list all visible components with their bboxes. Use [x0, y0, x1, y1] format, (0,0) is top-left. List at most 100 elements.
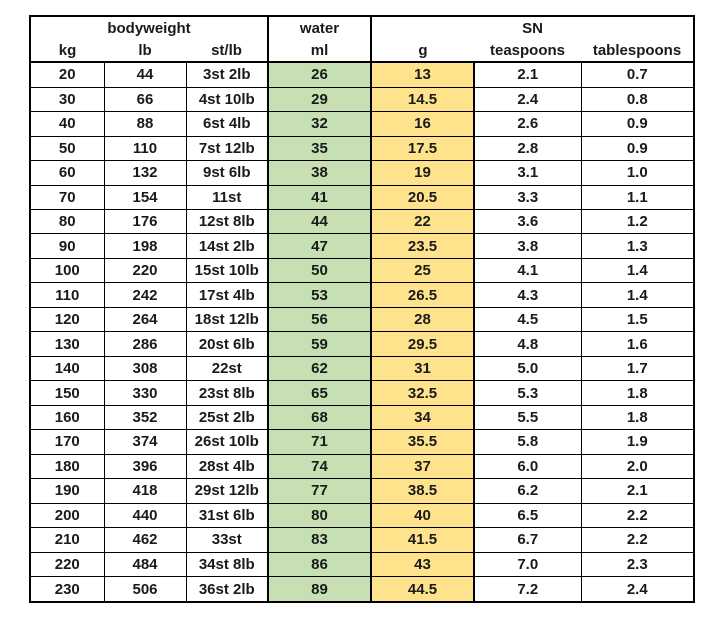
cell-ml: 65: [267, 380, 373, 406]
cell-g: 28: [370, 306, 476, 333]
cell-tablespoons: 0.9: [580, 111, 695, 137]
cell-teaspoons: 3.6: [473, 208, 582, 235]
cell-lb: 286: [103, 331, 187, 357]
group-header-water: water: [267, 16, 373, 39]
cell-lb: 220: [103, 257, 187, 284]
cell-ml: 77: [267, 478, 373, 504]
table-row: 230 506 36st 2lb 89 44.5 7.2 2.4: [29, 576, 695, 603]
cell-teaspoons: 6.5: [473, 502, 582, 529]
cell-ml: 80: [267, 502, 373, 529]
table-row: 110 242 17st 4lb 53 26.5 4.3 1.4: [29, 282, 695, 308]
group-header-row: bodyweight water SN: [30, 16, 694, 39]
cell-kg: 160: [29, 404, 105, 431]
cell-lb: 440: [103, 502, 187, 529]
cell-teaspoons: 6.7: [473, 527, 582, 553]
cell-teaspoons: 2.1: [473, 61, 582, 88]
cell-tablespoons: 2.0: [580, 453, 695, 480]
cell-tablespoons: 0.9: [580, 135, 695, 162]
cell-kg: 210: [29, 527, 105, 553]
cell-lb: 308: [103, 355, 187, 382]
cell-g: 31: [370, 355, 476, 382]
cell-lb: 198: [103, 233, 187, 259]
cell-lb: 396: [103, 453, 187, 480]
cell-g: 20.5: [370, 184, 476, 211]
cell-kg: 140: [29, 355, 105, 382]
group-header-sn: SN: [522, 19, 543, 37]
cell-kg: 170: [29, 429, 105, 455]
unit-header-row: kg lb st/lb ml g teaspoons tablespoons: [30, 39, 695, 63]
cell-g: 23.5: [370, 233, 476, 259]
cell-teaspoons: 6.0: [473, 453, 582, 480]
cell-g: 29.5: [370, 331, 476, 357]
cell-lb: 462: [103, 527, 187, 553]
table-row: 70 154 11st 41 20.5 3.3 1.1: [29, 184, 695, 211]
bodyweight-water-sn-table: bodyweight water SN kg lb st/lb ml g tea…: [29, 15, 696, 603]
table-row: 210 462 33st 83 41.5 6.7 2.2: [29, 527, 695, 553]
cell-lb: 264: [103, 306, 187, 333]
cell-ml: 50: [267, 257, 373, 284]
cell-teaspoons: 3.8: [473, 233, 582, 259]
cell-ml: 68: [267, 404, 373, 431]
table-row: 30 66 4st 10lb 29 14.5 2.4 0.8: [29, 86, 695, 113]
cell-st-lb: 25st 2lb: [185, 404, 269, 431]
table-row: 80 176 12st 8lb 44 22 3.6 1.2: [29, 208, 695, 235]
column-header-teaspoons: teaspoons: [474, 39, 582, 63]
cell-ml: 41: [267, 184, 373, 211]
cell-lb: 66: [103, 86, 187, 113]
cell-lb: 110: [103, 135, 187, 162]
cell-lb: 154: [103, 184, 187, 211]
cell-st-lb: 15st 10lb: [185, 257, 269, 284]
cell-ml: 44: [267, 208, 373, 235]
cell-kg: 80: [29, 208, 105, 235]
cell-teaspoons: 2.8: [473, 135, 582, 162]
table-row: 50 110 7st 12lb 35 17.5 2.8 0.9: [29, 135, 695, 162]
cell-tablespoons: 1.5: [580, 306, 695, 333]
cell-st-lb: 23st 8lb: [185, 380, 269, 406]
cell-tablespoons: 1.2: [580, 208, 695, 235]
cell-g: 35.5: [370, 429, 476, 455]
cell-tablespoons: 2.3: [580, 551, 695, 578]
cell-teaspoons: 3.3: [473, 184, 582, 211]
table-header: bodyweight water SN kg lb st/lb ml g tea…: [30, 16, 695, 63]
cell-kg: 40: [29, 111, 105, 137]
cell-ml: 29: [267, 86, 373, 113]
cell-teaspoons: 4.5: [473, 306, 582, 333]
column-header-st-lb: st/lb: [186, 39, 269, 63]
cell-ml: 56: [267, 306, 373, 333]
table-row: 150 330 23st 8lb 65 32.5 5.3 1.8: [29, 380, 695, 406]
cell-ml: 86: [267, 551, 373, 578]
cell-teaspoons: 2.4: [473, 86, 582, 113]
cell-tablespoons: 1.1: [580, 184, 695, 211]
cell-teaspoons: 5.5: [473, 404, 582, 431]
cell-teaspoons: 4.1: [473, 257, 582, 284]
cell-st-lb: 31st 6lb: [185, 502, 269, 529]
cell-lb: 242: [103, 282, 187, 308]
cell-lb: 330: [103, 380, 187, 406]
table-row: 90 198 14st 2lb 47 23.5 3.8 1.3: [29, 233, 695, 259]
cell-kg: 200: [29, 502, 105, 529]
cell-lb: 484: [103, 551, 187, 578]
cell-kg: 60: [29, 160, 105, 186]
cell-teaspoons: 7.0: [473, 551, 582, 578]
cell-g: 43: [370, 551, 476, 578]
cell-st-lb: 33st: [185, 527, 269, 553]
cell-ml: 74: [267, 453, 373, 480]
cell-kg: 190: [29, 478, 105, 504]
cell-g: 26.5: [370, 282, 476, 308]
cell-kg: 100: [29, 257, 105, 284]
cell-tablespoons: 1.0: [580, 160, 695, 186]
cell-kg: 180: [29, 453, 105, 480]
cell-g: 17.5: [370, 135, 476, 162]
cell-g: 19: [370, 160, 476, 186]
cell-g: 41.5: [370, 527, 476, 553]
cell-g: 40: [370, 502, 476, 529]
cell-kg: 220: [29, 551, 105, 578]
cell-tablespoons: 1.4: [580, 282, 695, 308]
cell-st-lb: 20st 6lb: [185, 331, 269, 357]
cell-lb: 88: [103, 111, 187, 137]
cell-ml: 26: [267, 61, 373, 88]
cell-st-lb: 17st 4lb: [185, 282, 269, 308]
table-row: 130 286 20st 6lb 59 29.5 4.8 1.6: [29, 331, 695, 357]
cell-kg: 230: [29, 576, 105, 603]
cell-st-lb: 22st: [185, 355, 269, 382]
